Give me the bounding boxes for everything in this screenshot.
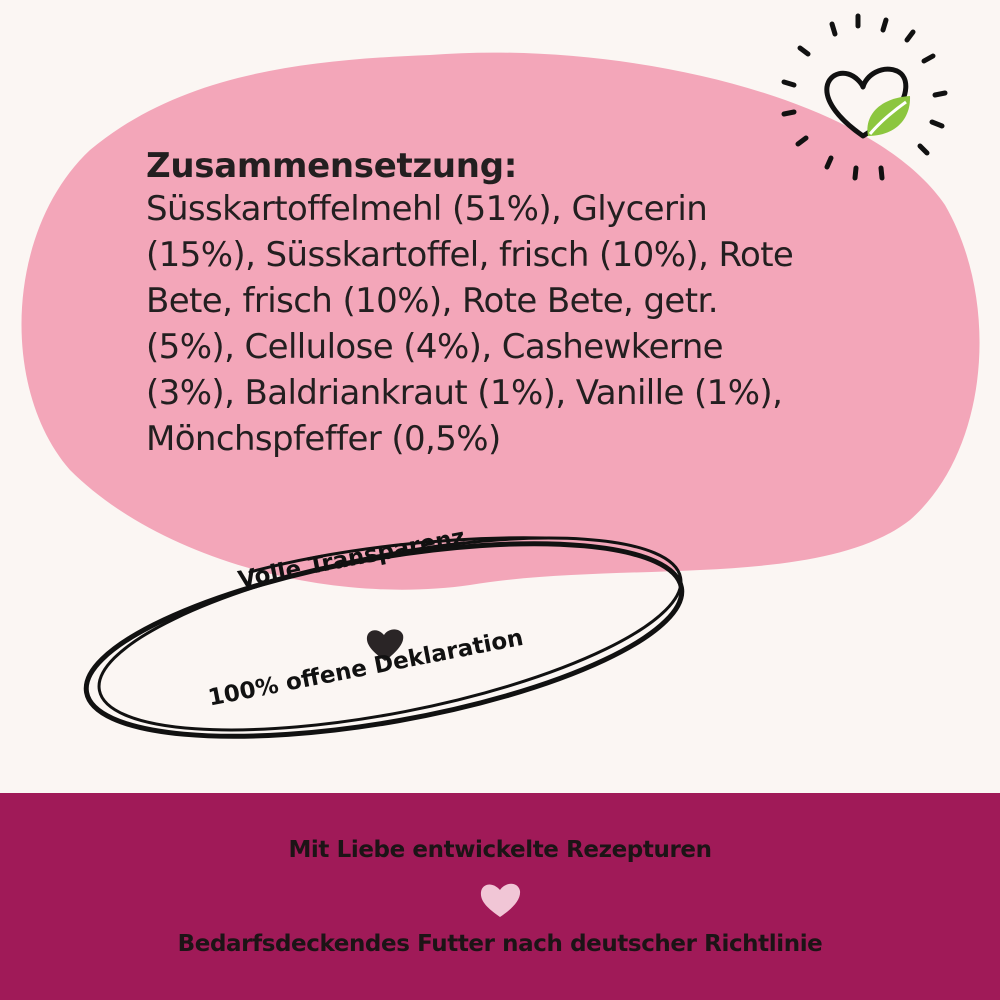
footer-recipes-text: Mit Liebe entwickelte Rezepturen <box>288 837 712 863</box>
ingredients-heading: Zusammensetzung: <box>146 146 518 186</box>
ingredients-block: Zusammensetzung: Süsskartoffelmehl (51%)… <box>146 146 866 462</box>
heart-icon <box>366 629 404 661</box>
footer-guideline-text: Bedarfsdeckendes Futter nach deutscher R… <box>177 931 823 957</box>
ingredients-text: Süsskartoffelmehl (51%), Glycerin (15%),… <box>146 189 794 459</box>
footer-banner: Mit Liebe entwickelte Rezepturen Bedarfs… <box>0 793 1000 1000</box>
heart-icon <box>480 883 521 917</box>
heart-with-leaf-icon <box>781 13 948 181</box>
